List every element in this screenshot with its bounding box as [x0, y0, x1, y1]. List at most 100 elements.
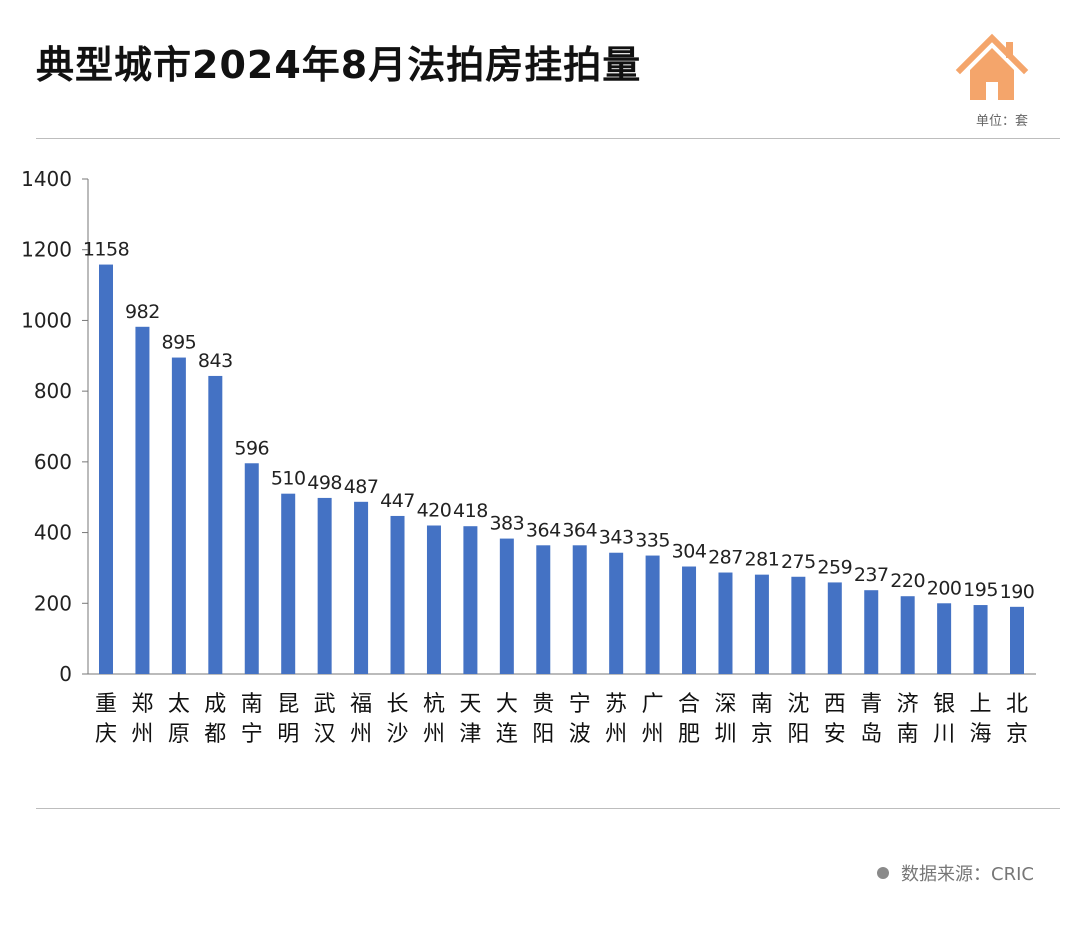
x-tick-label: 贵 [532, 692, 554, 717]
bar [900, 596, 915, 674]
x-tick-label: 苏 [605, 692, 627, 717]
x-tick-label: 州 [605, 722, 627, 747]
x-tick-label: 宁 [241, 722, 263, 747]
bar [754, 574, 769, 674]
bar-value-label: 498 [307, 472, 342, 494]
x-tick-label: 连 [496, 722, 518, 747]
bar [171, 357, 186, 674]
x-tick-label: 武 [314, 692, 336, 717]
bar [937, 603, 952, 674]
bar-value-label: 200 [927, 577, 962, 599]
bar [682, 566, 697, 674]
house-icon [955, 33, 1029, 100]
x-tick-label: 沙 [387, 722, 409, 747]
x-tick-label: 北 [1006, 692, 1028, 717]
bar-value-label: 220 [890, 570, 925, 592]
bar-value-label: 343 [599, 527, 634, 549]
x-tick-label: 沈 [787, 692, 809, 717]
x-tick-label: 岛 [860, 722, 882, 747]
bar [718, 572, 733, 674]
x-tick-label: 广 [642, 692, 664, 717]
x-tick-label: 阳 [532, 722, 554, 747]
bar [827, 582, 842, 674]
bar [135, 326, 150, 674]
y-tick-label: 1000 [21, 308, 72, 332]
top-divider [36, 138, 1060, 139]
x-tick-label: 深 [714, 692, 736, 717]
x-tick-label: 波 [569, 722, 591, 747]
bar-value-label: 596 [234, 437, 269, 459]
bar-value-label: 982 [125, 301, 160, 323]
x-tick-label: 太 [168, 692, 190, 717]
x-tick-label: 南 [241, 692, 263, 717]
bar [1010, 606, 1024, 674]
bar [244, 463, 259, 674]
bottom-divider [36, 808, 1060, 809]
x-tick-label: 福 [350, 692, 372, 717]
bar-value-label: 304 [672, 541, 707, 563]
bar-value-label: 237 [854, 564, 889, 586]
x-tick-label: 上 [970, 692, 992, 717]
x-tick-label: 州 [350, 722, 372, 747]
bar-value-label: 364 [526, 519, 561, 541]
bar [973, 605, 988, 674]
chart-title: 典型城市2024年8月法拍房挂拍量 [36, 43, 642, 87]
bar [572, 545, 587, 674]
bar-value-label: 843 [198, 350, 233, 372]
x-tick-label: 南 [751, 692, 773, 717]
y-tick-label: 0 [59, 662, 72, 686]
y-tick-label: 800 [34, 379, 72, 403]
bar [864, 590, 879, 674]
bar-value-label: 895 [161, 332, 196, 354]
y-tick-label: 200 [34, 591, 72, 615]
bar [281, 493, 296, 674]
y-tick-label: 1200 [21, 238, 72, 262]
x-tick-label: 京 [1006, 722, 1028, 747]
bar [99, 264, 113, 674]
x-tick-label: 南 [897, 722, 919, 747]
x-tick-label: 都 [204, 722, 226, 747]
x-tick-label: 州 [642, 722, 664, 747]
x-tick-label: 长 [387, 692, 409, 717]
x-tick-label: 明 [277, 722, 299, 747]
bar-value-label: 447 [380, 490, 415, 512]
y-tick-label: 400 [34, 521, 72, 545]
data-source: 数据来源：CRIC [877, 860, 1034, 886]
bar [426, 525, 441, 674]
bar-value-label: 195 [963, 579, 998, 601]
x-tick-label: 原 [168, 722, 190, 747]
x-tick-label: 天 [459, 692, 481, 717]
x-tick-label: 州 [131, 722, 153, 747]
bar [791, 576, 806, 674]
x-tick-label: 川 [933, 722, 955, 747]
bar-value-label: 259 [817, 556, 852, 578]
x-tick-label: 银 [933, 692, 955, 717]
bar-value-label: 287 [708, 547, 743, 569]
x-tick-label: 汉 [314, 722, 336, 747]
x-tick-label: 昆 [277, 692, 299, 717]
data-source-text: 数据来源：CRIC [901, 864, 1034, 885]
x-tick-label: 肥 [678, 722, 700, 747]
x-tick-label: 州 [423, 722, 445, 747]
y-tick-label: 1400 [21, 167, 72, 191]
bar-value-label: 275 [781, 551, 816, 573]
x-tick-label: 宁 [569, 692, 591, 717]
bar-value-label: 510 [271, 468, 306, 490]
x-tick-label: 杭 [423, 692, 445, 717]
bar [499, 538, 514, 674]
bar-value-label: 420 [417, 500, 452, 522]
bar-value-label: 281 [745, 549, 780, 571]
x-tick-label: 郑 [131, 692, 153, 717]
x-tick-label: 安 [824, 722, 846, 747]
bar [317, 497, 332, 674]
x-tick-label: 合 [678, 692, 700, 717]
bar-value-label: 418 [453, 500, 488, 522]
bar [463, 526, 478, 674]
bar-value-label: 1158 [83, 239, 129, 261]
x-tick-label: 济 [897, 692, 919, 717]
x-tick-label: 阳 [787, 722, 809, 747]
bar [609, 552, 624, 674]
x-tick-label: 圳 [714, 722, 736, 747]
bar [354, 501, 369, 674]
